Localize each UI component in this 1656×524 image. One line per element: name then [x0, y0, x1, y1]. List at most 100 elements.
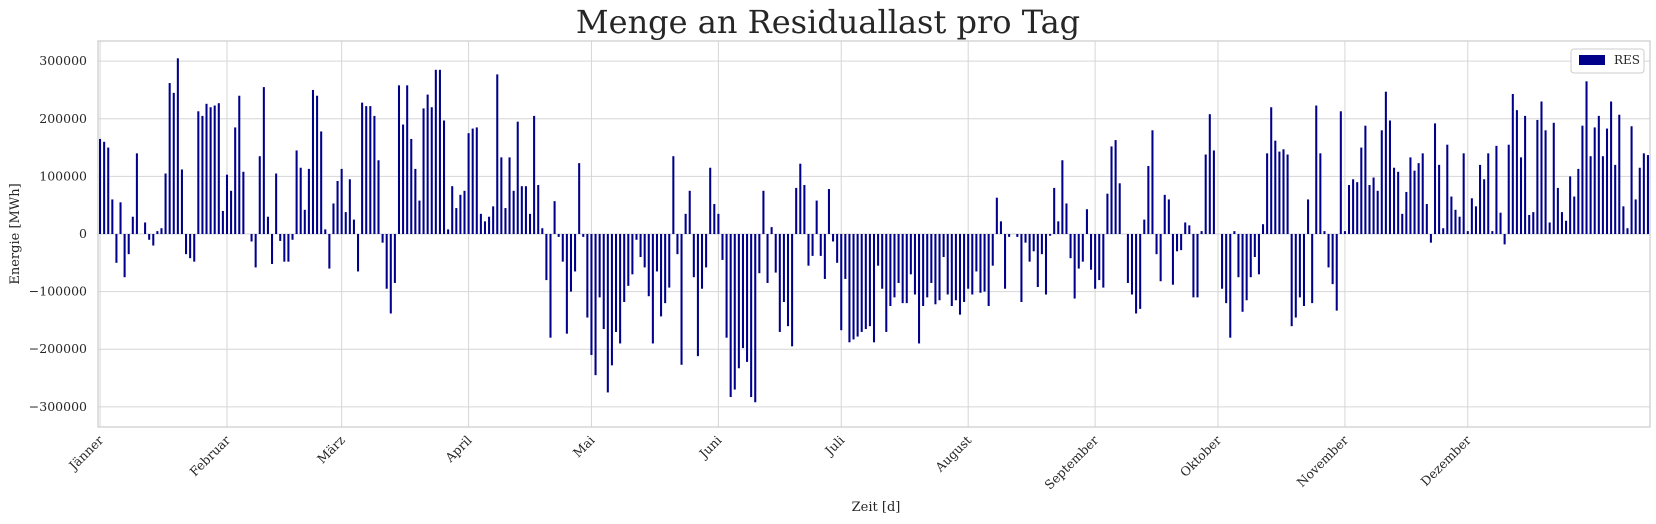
- bar-res: [1311, 234, 1314, 304]
- y-tick-label: 100000: [39, 168, 87, 183]
- bar-res: [1188, 225, 1191, 234]
- bar-res: [574, 234, 577, 272]
- bar-res: [1642, 153, 1645, 234]
- bar-res: [1548, 222, 1551, 234]
- bar-res: [1458, 216, 1461, 234]
- bar-res: [1524, 115, 1527, 234]
- bar-res: [647, 234, 650, 297]
- bar-res: [1507, 144, 1510, 234]
- bar-res: [1081, 234, 1084, 262]
- bar-res: [594, 234, 597, 376]
- x-axis-ticks: Jänner Februar März April Mai Juni Juli August S…: [64, 432, 1473, 492]
- bar-res: [205, 103, 208, 234]
- bar-res: [1454, 209, 1457, 234]
- bar-res: [668, 234, 671, 288]
- bar-res: [963, 234, 966, 302]
- bar-res: [1372, 177, 1375, 234]
- bar-res: [397, 85, 401, 234]
- bar-res: [1225, 234, 1228, 304]
- bar-res: [631, 234, 634, 275]
- bar-res: [762, 190, 765, 234]
- bar-res: [221, 210, 224, 234]
- bar-res: [1143, 219, 1146, 234]
- bar-res: [320, 131, 323, 234]
- bar-res: [238, 95, 241, 234]
- bar-res: [1233, 231, 1236, 234]
- bar-res: [365, 106, 368, 234]
- bar-res: [152, 234, 155, 246]
- bar-res: [1094, 234, 1097, 289]
- bar-res: [500, 157, 503, 234]
- bar-res: [848, 234, 851, 343]
- bar-res: [676, 234, 679, 255]
- bar-res: [1356, 182, 1359, 234]
- bar-res: [545, 234, 548, 281]
- bar-res: [344, 212, 347, 234]
- bar-res: [1212, 150, 1215, 234]
- bar-res: [619, 234, 622, 344]
- bar-res: [975, 234, 978, 272]
- bar-res: [1044, 234, 1048, 295]
- bar-res: [856, 234, 859, 337]
- bar-res: [389, 234, 392, 314]
- bar-res: [410, 138, 413, 234]
- bar-res: [496, 74, 499, 234]
- legend-swatch-res: [1579, 55, 1605, 65]
- bar-res: [1466, 231, 1469, 234]
- bar-res: [938, 234, 941, 301]
- bar-res: [324, 229, 327, 234]
- bar-res: [1511, 94, 1514, 234]
- bar-res: [1315, 105, 1318, 234]
- bar-res: [1167, 199, 1170, 234]
- bar-res: [696, 234, 699, 357]
- bar-res: [1208, 114, 1211, 234]
- x-axis-label: Zeit [d]: [852, 500, 901, 515]
- bar-res: [766, 234, 769, 283]
- bar-res: [1040, 234, 1043, 255]
- bar-res: [1593, 127, 1596, 234]
- bar-res: [381, 234, 384, 243]
- bar-res: [725, 234, 728, 338]
- bar-res: [819, 234, 822, 256]
- bar-res: [1638, 167, 1641, 234]
- bar-res: [463, 190, 466, 234]
- bar-res: [905, 234, 908, 304]
- bar-res: [1008, 234, 1011, 237]
- x-tick-label: Oktober: [1177, 433, 1224, 480]
- bar-res: [234, 127, 237, 234]
- legend-label-res: RES: [1614, 53, 1640, 67]
- bar-res: [651, 234, 654, 344]
- bar-res: [700, 234, 704, 289]
- bar-res: [1098, 234, 1101, 281]
- bar-res: [373, 115, 376, 234]
- bar-res: [979, 234, 982, 293]
- bar-res: [459, 194, 462, 234]
- bar-res: [488, 216, 491, 234]
- bar-res: [148, 234, 151, 240]
- bar-res: [934, 234, 937, 305]
- bar-res: [1589, 156, 1592, 234]
- bar-res: [1069, 234, 1072, 259]
- bar-res: [250, 234, 253, 242]
- bar-res: [316, 95, 319, 234]
- bar-res: [1401, 213, 1404, 234]
- bar-res: [1163, 194, 1166, 234]
- bar-res: [418, 200, 421, 234]
- bar-res: [1503, 234, 1506, 245]
- bar-res: [1085, 209, 1088, 234]
- bar-res: [1462, 153, 1465, 234]
- bar-res: [1204, 154, 1207, 234]
- bar-res: [1429, 234, 1432, 243]
- bar-res: [1221, 234, 1224, 289]
- bar-res: [565, 234, 568, 334]
- bar-res: [1352, 179, 1355, 234]
- bar-res: [1601, 156, 1604, 234]
- y-tick-label: −200000: [29, 341, 87, 356]
- bar-res: [922, 234, 925, 307]
- bar-res: [1036, 234, 1039, 287]
- bar-res: [119, 202, 122, 234]
- bar-res: [1253, 234, 1256, 258]
- bar-res: [291, 234, 294, 240]
- bar-res: [1286, 154, 1289, 234]
